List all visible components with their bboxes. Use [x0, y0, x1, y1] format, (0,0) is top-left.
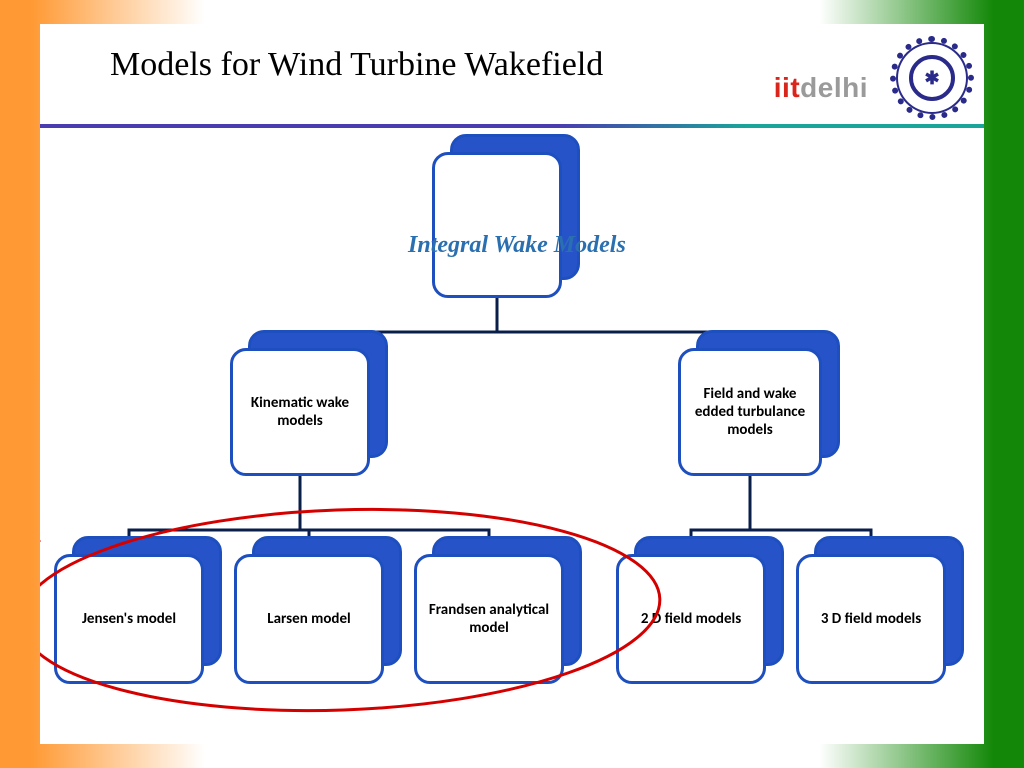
logo-delhi: delhi	[800, 72, 868, 103]
institution-logo-text: iitdelhi	[774, 72, 868, 104]
root-node-label: Integral Wake Models	[408, 232, 626, 259]
slide: Models for Wind Turbine Wakefield iitdel…	[40, 24, 984, 744]
node-card: Field and wake edded turbulance models	[678, 348, 822, 476]
node-card: Larsen model	[234, 554, 384, 684]
seal-inner-icon: ✱	[909, 55, 955, 101]
diagram-canvas: Kinematic wake models Field and wake edde…	[40, 140, 984, 740]
node-card: Frandsen analytical model	[414, 554, 564, 684]
node-card: Jensen's model	[54, 554, 204, 684]
node-card	[432, 152, 562, 298]
logo-iit: iit	[774, 72, 800, 103]
institution-seal-icon: ✱	[890, 36, 974, 120]
node-card: 2 D field models	[616, 554, 766, 684]
node-card: Kinematic wake models	[230, 348, 370, 476]
header-divider	[40, 124, 984, 128]
node-card: 3 D field models	[796, 554, 946, 684]
slide-header: Models for Wind Turbine Wakefield iitdel…	[40, 24, 984, 124]
